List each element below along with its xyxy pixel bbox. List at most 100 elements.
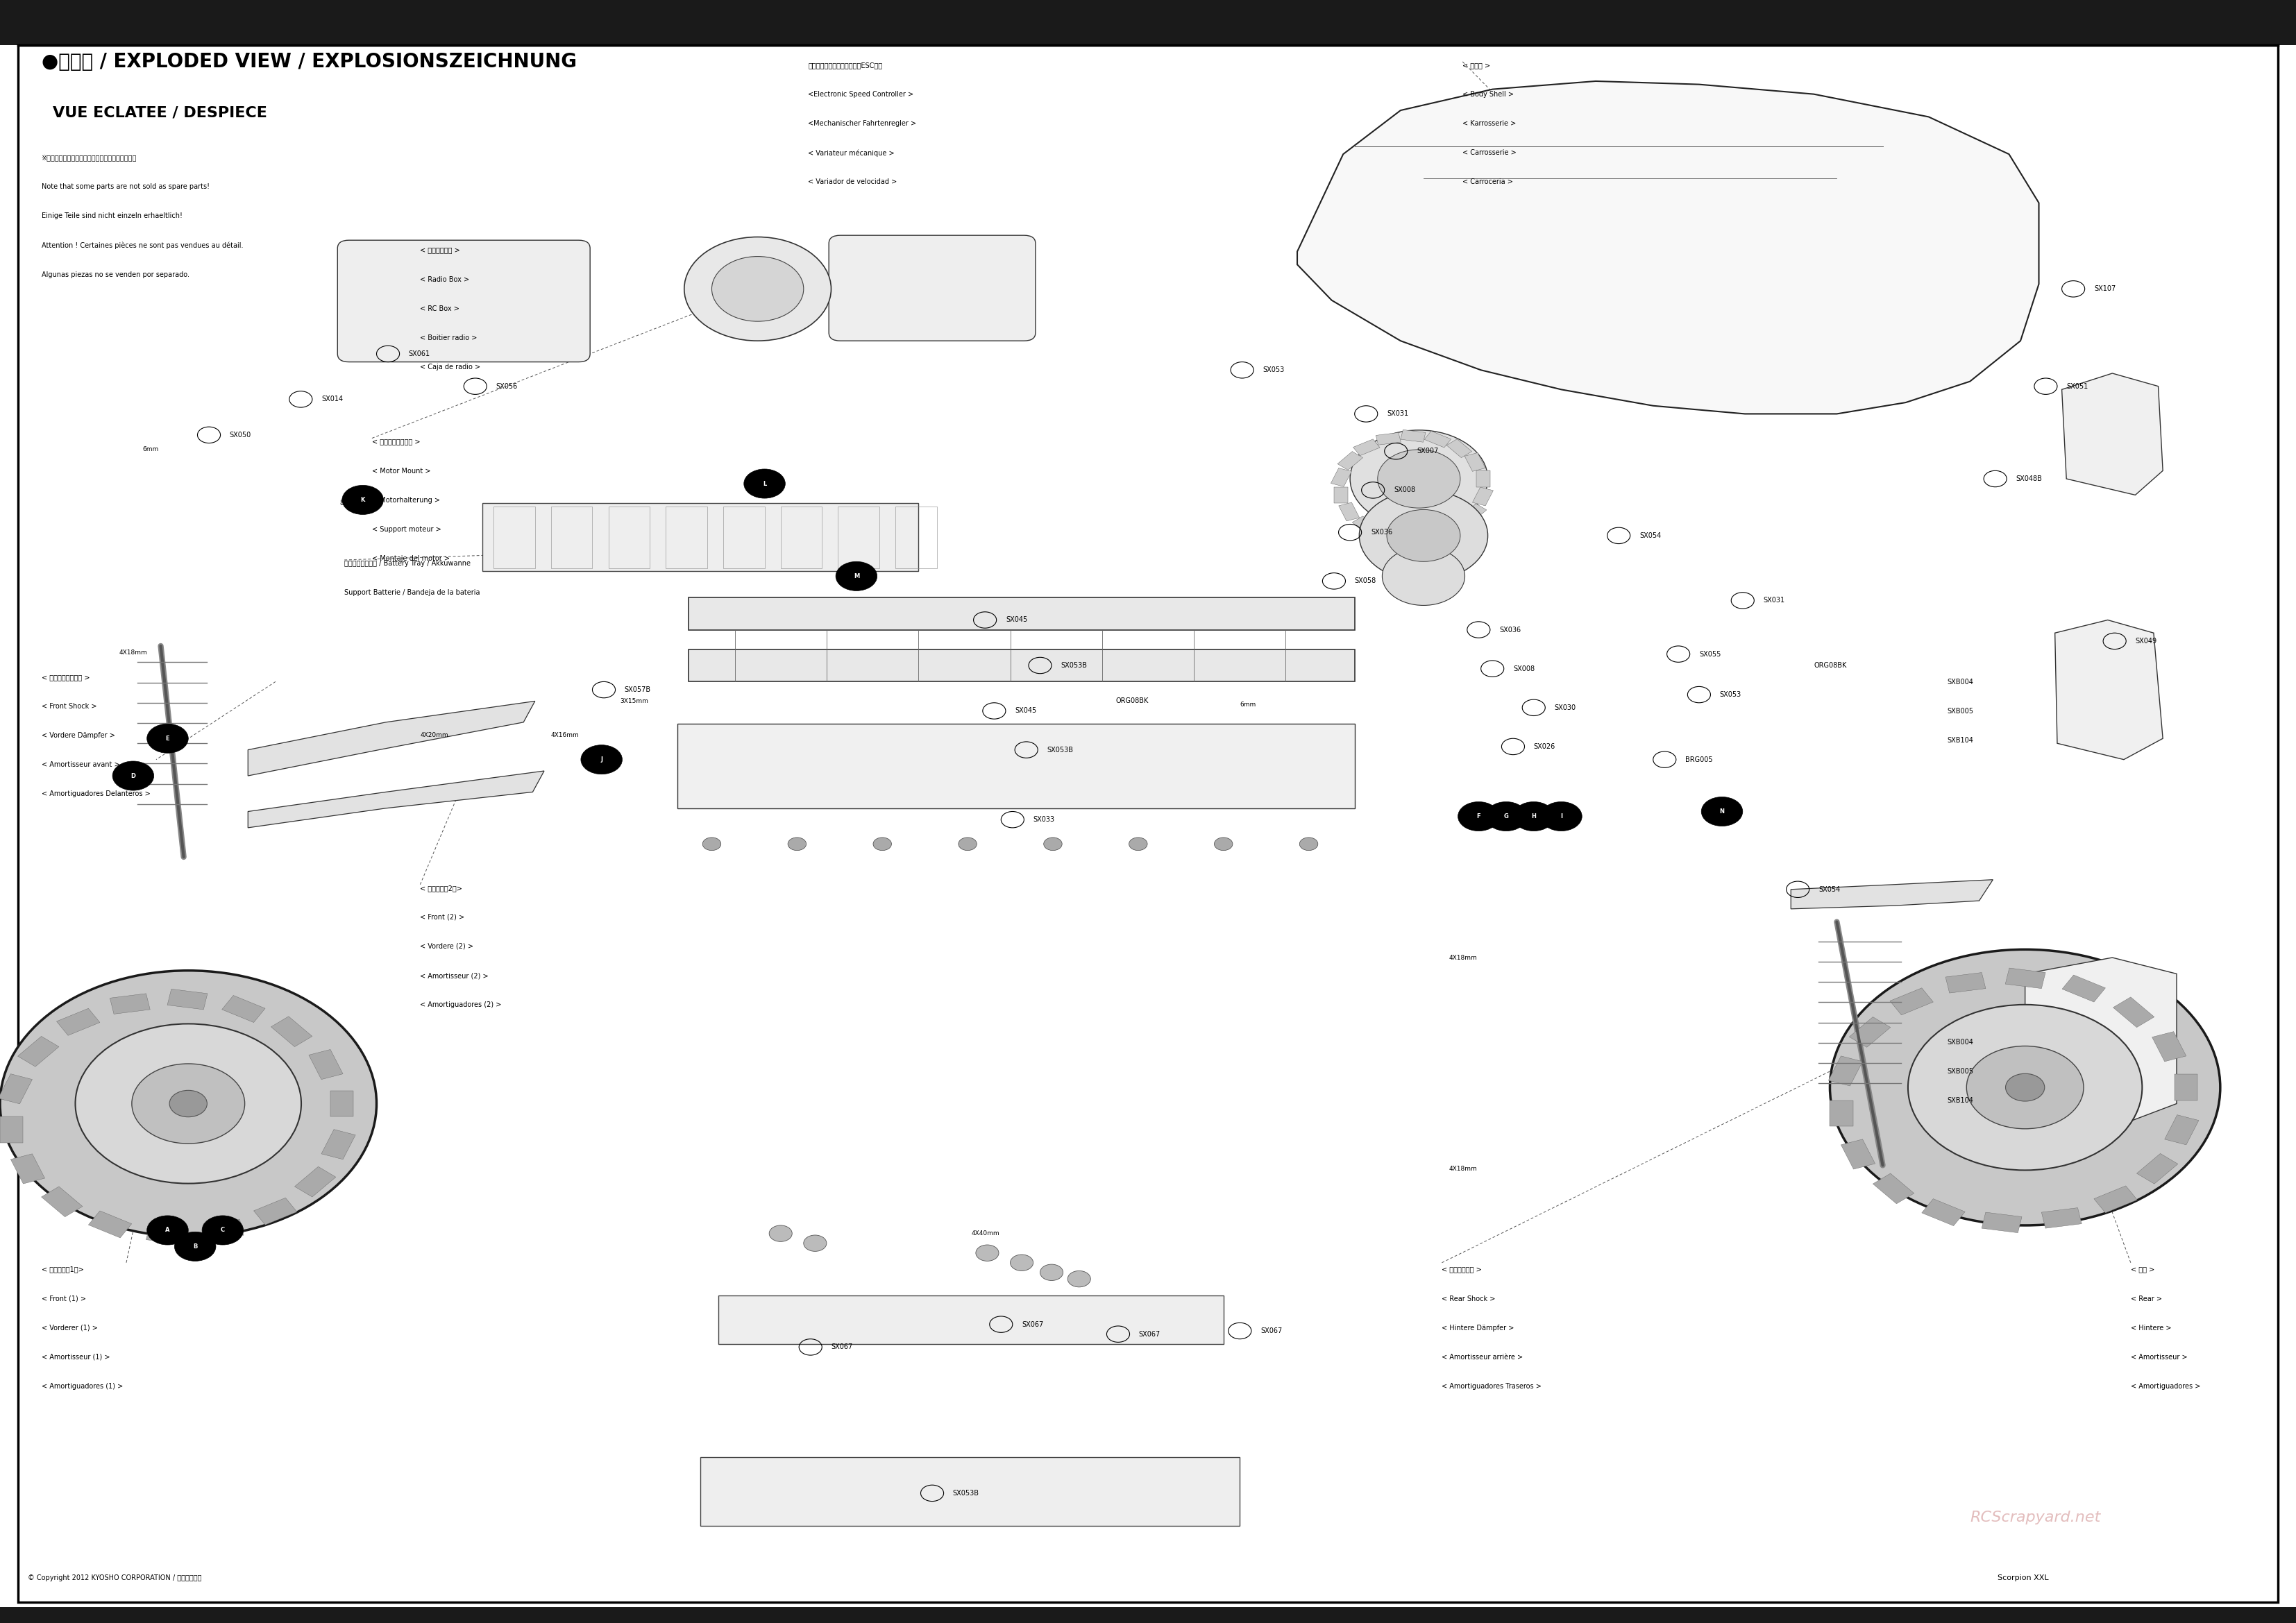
- Text: L: L: [762, 480, 767, 487]
- Bar: [1401, 430, 1426, 441]
- Text: SXB005: SXB005: [1947, 708, 1972, 714]
- Text: < Caja de radio >: < Caja de radio >: [420, 364, 480, 370]
- Text: SXB104: SXB104: [1947, 1097, 1972, 1104]
- Bar: [2041, 1208, 2082, 1229]
- Text: SX107: SX107: [2094, 286, 2115, 292]
- Text: K: K: [360, 497, 365, 503]
- Circle shape: [202, 1216, 243, 1245]
- Text: < Amortisseur arrière >: < Amortisseur arrière >: [1442, 1354, 1522, 1360]
- Text: 4X16mm: 4X16mm: [551, 732, 579, 738]
- Text: Algunas piezas no se venden por separado.: Algunas piezas no se venden por separado…: [41, 271, 188, 278]
- Text: H: H: [1531, 813, 1536, 820]
- Text: SX031: SX031: [1387, 411, 1407, 417]
- Text: SX061: SX061: [409, 351, 429, 357]
- Bar: [18, 1037, 60, 1066]
- Bar: [204, 1219, 243, 1240]
- Bar: [308, 1050, 342, 1079]
- Bar: [2151, 1032, 2186, 1061]
- Circle shape: [0, 971, 377, 1237]
- Circle shape: [872, 837, 891, 850]
- Text: < Rear >: < Rear >: [2131, 1295, 2163, 1302]
- Circle shape: [113, 761, 154, 790]
- Text: < Amortiguadores (2) >: < Amortiguadores (2) >: [420, 1001, 501, 1008]
- Circle shape: [147, 1216, 188, 1245]
- Text: SX057B: SX057B: [625, 687, 652, 693]
- Circle shape: [744, 469, 785, 498]
- Text: < Hintere >: < Hintere >: [2131, 1324, 2172, 1331]
- Text: < Body Shell >: < Body Shell >: [1463, 91, 1513, 97]
- Text: ORG08BK: ORG08BK: [1116, 698, 1148, 704]
- Text: F: F: [1476, 813, 1481, 820]
- Circle shape: [1378, 450, 1460, 508]
- Text: ●分解図 / EXPLODED VIEW / EXPLOSIONSZEICHNUNG: ●分解図 / EXPLODED VIEW / EXPLOSIONSZEICHNU…: [41, 52, 576, 71]
- Text: SX008: SX008: [1394, 487, 1414, 493]
- Bar: [1352, 516, 1378, 536]
- Circle shape: [684, 237, 831, 341]
- FancyBboxPatch shape: [829, 235, 1035, 341]
- Bar: [1334, 487, 1348, 503]
- Bar: [1398, 532, 1424, 544]
- Bar: [2174, 1074, 2197, 1100]
- Text: VUE ECLATEE / DESPIECE: VUE ECLATEE / DESPIECE: [53, 105, 266, 120]
- Bar: [223, 995, 264, 1022]
- Bar: [110, 993, 149, 1014]
- Polygon shape: [1297, 81, 2039, 414]
- Bar: [321, 1130, 356, 1159]
- Circle shape: [1387, 510, 1460, 562]
- Circle shape: [1045, 837, 1063, 850]
- Text: ＜スピードコントローラー（ESC）＞: ＜スピードコントローラー（ESC）＞: [808, 62, 882, 68]
- Bar: [494, 506, 535, 568]
- Circle shape: [1350, 430, 1488, 527]
- Bar: [1424, 529, 1449, 540]
- Text: < Support moteur >: < Support moteur >: [372, 526, 441, 532]
- Text: Note that some parts are not sold as spare parts!: Note that some parts are not sold as spa…: [41, 183, 209, 190]
- Bar: [781, 506, 822, 568]
- Text: ORG08BK: ORG08BK: [1814, 662, 1846, 669]
- Text: < ボディ >: < ボディ >: [1463, 62, 1490, 68]
- Bar: [1874, 1173, 1915, 1204]
- Bar: [1981, 1212, 2023, 1233]
- Text: < Carrosserie >: < Carrosserie >: [1463, 149, 1518, 156]
- Polygon shape: [248, 701, 535, 776]
- Text: < Variador de velocidad >: < Variador de velocidad >: [808, 179, 898, 185]
- Text: Scorpion XXL: Scorpion XXL: [1998, 1574, 2048, 1581]
- Text: Attention ! Certaines pièces ne sont pas vendues au détail.: Attention ! Certaines pièces ne sont pas…: [41, 242, 243, 248]
- Circle shape: [170, 1091, 207, 1117]
- Polygon shape: [2055, 620, 2163, 760]
- Text: SX036: SX036: [1499, 626, 1520, 633]
- Text: < Amortisseur >: < Amortisseur >: [2131, 1354, 2188, 1360]
- Text: < Karrosserie >: < Karrosserie >: [1463, 120, 1515, 127]
- Circle shape: [769, 1225, 792, 1242]
- Circle shape: [342, 485, 383, 514]
- Circle shape: [1830, 949, 2220, 1225]
- Circle shape: [788, 837, 806, 850]
- Text: SX054: SX054: [1639, 532, 1660, 539]
- Text: SX056: SX056: [496, 383, 517, 390]
- Bar: [2165, 1115, 2200, 1144]
- Circle shape: [1701, 797, 1743, 826]
- Text: M: M: [854, 573, 859, 579]
- Bar: [57, 1008, 101, 1035]
- Circle shape: [703, 837, 721, 850]
- Text: G: G: [1504, 813, 1508, 820]
- Text: < Front (2) >: < Front (2) >: [420, 914, 464, 920]
- Circle shape: [1130, 837, 1148, 850]
- Bar: [0, 1074, 32, 1104]
- Text: < Amortisseur (2) >: < Amortisseur (2) >: [420, 972, 489, 979]
- Text: < Variateur mécanique >: < Variateur mécanique >: [808, 149, 895, 156]
- Text: SX067: SX067: [831, 1344, 852, 1350]
- Text: SXB104: SXB104: [1947, 737, 1972, 743]
- Text: ※一部パーツは販売していないページがあります。: ※一部パーツは販売していないページがあります。: [41, 154, 138, 161]
- Bar: [608, 506, 650, 568]
- Bar: [331, 1091, 354, 1117]
- Text: < Front Shock >: < Front Shock >: [41, 703, 96, 709]
- Text: < Vordere Dämpfer >: < Vordere Dämpfer >: [41, 732, 115, 738]
- Polygon shape: [2062, 373, 2163, 495]
- Text: < モーターマウント >: < モーターマウント >: [372, 438, 420, 445]
- Circle shape: [1382, 547, 1465, 605]
- Bar: [482, 503, 918, 571]
- Text: SX033: SX033: [1033, 816, 1054, 823]
- Text: < Radio Box >: < Radio Box >: [420, 276, 471, 282]
- Circle shape: [804, 1235, 827, 1251]
- Bar: [1841, 1139, 1876, 1169]
